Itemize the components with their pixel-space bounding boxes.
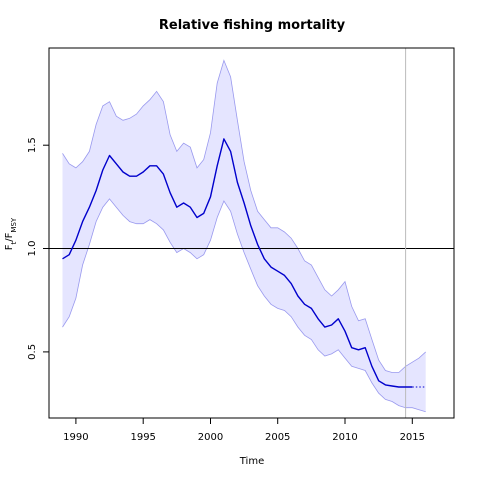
- x-tick-label: 2000: [198, 432, 223, 443]
- reference-lines-layer: [49, 48, 454, 418]
- x-axis: 1990 1995 2000 2005 2010 2015: [63, 418, 425, 443]
- x-tick-label: 2010: [332, 432, 357, 443]
- x-tick-label: 1995: [130, 432, 155, 443]
- chart-title: Relative fishing mortality: [159, 18, 346, 33]
- y-tick-label: 0.5: [27, 344, 38, 360]
- x-tick-label: 1990: [63, 432, 88, 443]
- y-tick-label: 1.0: [27, 241, 38, 257]
- y-tick-label: 1.5: [27, 137, 38, 153]
- confidence-band-lower: [62, 198, 426, 413]
- confidence-band-upper: [62, 59, 426, 373]
- confidence-band-layer: [62, 59, 426, 413]
- series-line-estimate: [62, 138, 413, 388]
- plot-frame: [48, 47, 455, 419]
- confidence-band: [62, 60, 426, 412]
- y-axis-label: Ft/FMSY: [4, 217, 18, 250]
- x-tick-label: 2005: [265, 432, 290, 443]
- x-axis-label: Time: [239, 456, 264, 467]
- series-layer: [62, 138, 426, 388]
- y-axis: 0.5 1.0 1.5: [27, 137, 49, 360]
- x-tick-label: 2015: [400, 432, 425, 443]
